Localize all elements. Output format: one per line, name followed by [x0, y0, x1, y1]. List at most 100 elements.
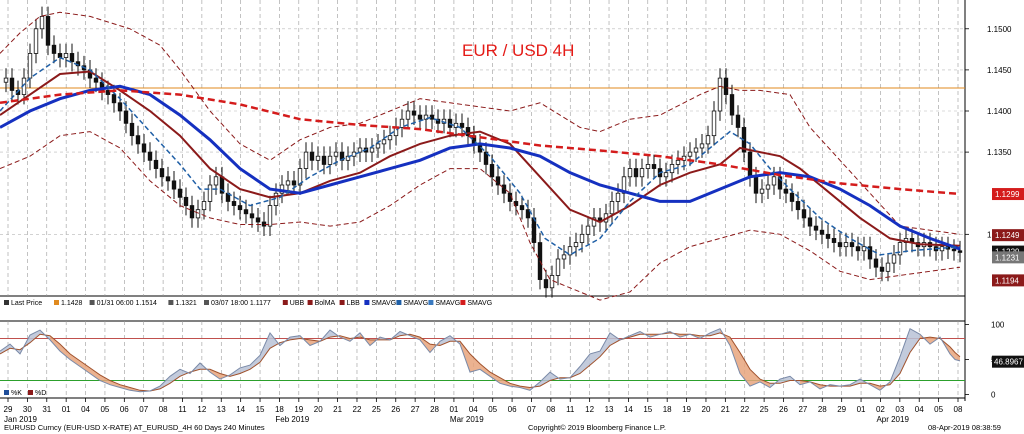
day-tick-label: 26	[779, 405, 788, 414]
candle-body	[447, 118, 453, 128]
oscillator-fill	[290, 335, 300, 340]
sma-line	[0, 89, 961, 196]
oscillator-fill	[910, 328, 920, 353]
day-tick-label: 30	[23, 405, 32, 414]
candle-body	[627, 168, 633, 178]
grid	[0, 0, 966, 401]
oscillator-fill	[610, 332, 620, 346]
legend-label: SMAVG	[435, 300, 460, 307]
candle-body	[465, 127, 471, 137]
candle-body	[693, 147, 699, 153]
oscillator-fill	[580, 353, 590, 374]
day-tick-label: 14	[236, 405, 245, 414]
candle-body	[297, 168, 303, 186]
candle-body	[51, 44, 57, 54]
candle-body	[153, 159, 159, 169]
bolma-line	[0, 70, 961, 247]
candle-body	[873, 258, 879, 268]
footer: EURUSD Curncy (EUR-USD X-RATE) AT_EURUSD…	[4, 423, 1001, 432]
candle-body	[669, 164, 675, 174]
osc-tick-label: 100	[991, 321, 1005, 330]
candle-body	[951, 248, 957, 252]
oscillator-fill	[180, 369, 190, 377]
candle-body	[27, 53, 33, 79]
last-value-label: 1.1299	[995, 190, 1020, 199]
candle-body	[585, 225, 591, 235]
day-tick-label: 21	[721, 405, 730, 414]
candle-body	[369, 147, 375, 153]
candle-body	[117, 102, 123, 112]
day-tick-label: 12	[197, 405, 206, 414]
legend-swatch	[460, 300, 466, 305]
footer-timestamp: 08-Apr-2019 08:38:59	[928, 423, 1001, 432]
day-tick-label: 13	[217, 405, 226, 414]
candle-body	[171, 180, 177, 190]
last-value-badge	[992, 229, 1024, 242]
candle-body	[321, 155, 327, 165]
candle-body	[723, 77, 729, 95]
day-tick-label: 04	[81, 405, 90, 414]
candle-body	[495, 176, 501, 186]
candle-body	[255, 217, 261, 223]
legend-label: 03/07 18:00 1.1177	[211, 300, 271, 307]
chart-title: EUR / USD 4H	[462, 41, 574, 60]
candle-body	[777, 176, 783, 190]
candle-body	[639, 168, 645, 178]
day-tick-label: 18	[275, 405, 284, 414]
candle-body	[765, 184, 771, 190]
candle-body	[843, 242, 849, 248]
candle-body	[615, 192, 621, 202]
day-tick-label: 05	[100, 405, 109, 414]
day-tick-label: 06	[120, 405, 129, 414]
legend-label: UBB	[290, 300, 305, 307]
candle-body	[771, 176, 777, 186]
candle-body	[651, 164, 657, 169]
legend-label: 01/31 06:00 1.1514	[97, 300, 157, 307]
day-tick-label: 02	[876, 405, 885, 414]
day-tick-label: 11	[178, 405, 187, 414]
candle-body	[555, 258, 561, 276]
oscillator-fill	[600, 332, 610, 357]
legend-swatch	[364, 300, 370, 305]
osc-last-value-badge	[992, 355, 1024, 368]
candle-body	[375, 143, 381, 149]
candle-body	[69, 53, 75, 63]
candle-body	[801, 209, 807, 219]
day-tick-label: 03	[895, 405, 904, 414]
candle-body	[3, 77, 9, 83]
oscillator-fill	[50, 335, 60, 352]
day-tick-label: 01	[857, 405, 866, 414]
candle-body	[147, 151, 153, 161]
candle-body	[957, 250, 963, 253]
candle-body	[291, 180, 297, 186]
candle-body	[399, 118, 405, 128]
day-tick-label: 04	[915, 405, 924, 414]
day-tick-label: 07	[139, 405, 148, 414]
candle-body	[39, 16, 45, 30]
candle-body	[417, 114, 423, 120]
candle-body	[111, 94, 117, 104]
oscillator-fill	[750, 369, 760, 387]
candle-body	[789, 192, 795, 202]
day-tick-label: 27	[411, 405, 420, 414]
last-value-label: 1.1249	[995, 231, 1020, 240]
candle-body	[207, 184, 213, 202]
oscillator-fill	[90, 367, 100, 381]
candle-body	[459, 122, 465, 128]
oscillator-fill	[710, 328, 720, 336]
candle-body	[825, 233, 831, 239]
candle-body	[177, 188, 183, 198]
candle-body	[453, 122, 459, 128]
candle-body	[387, 135, 393, 141]
candle-body	[405, 110, 411, 120]
oscillator-fill	[80, 360, 90, 374]
oscillator-fill	[490, 372, 500, 384]
candle-body	[381, 139, 387, 145]
candle-body	[303, 151, 309, 169]
candle-body	[309, 151, 315, 161]
day-tick-label: 05	[934, 405, 943, 414]
candle-body	[411, 110, 417, 116]
candle-body	[717, 77, 723, 112]
candle-body	[315, 155, 321, 161]
candle-body	[567, 246, 573, 256]
